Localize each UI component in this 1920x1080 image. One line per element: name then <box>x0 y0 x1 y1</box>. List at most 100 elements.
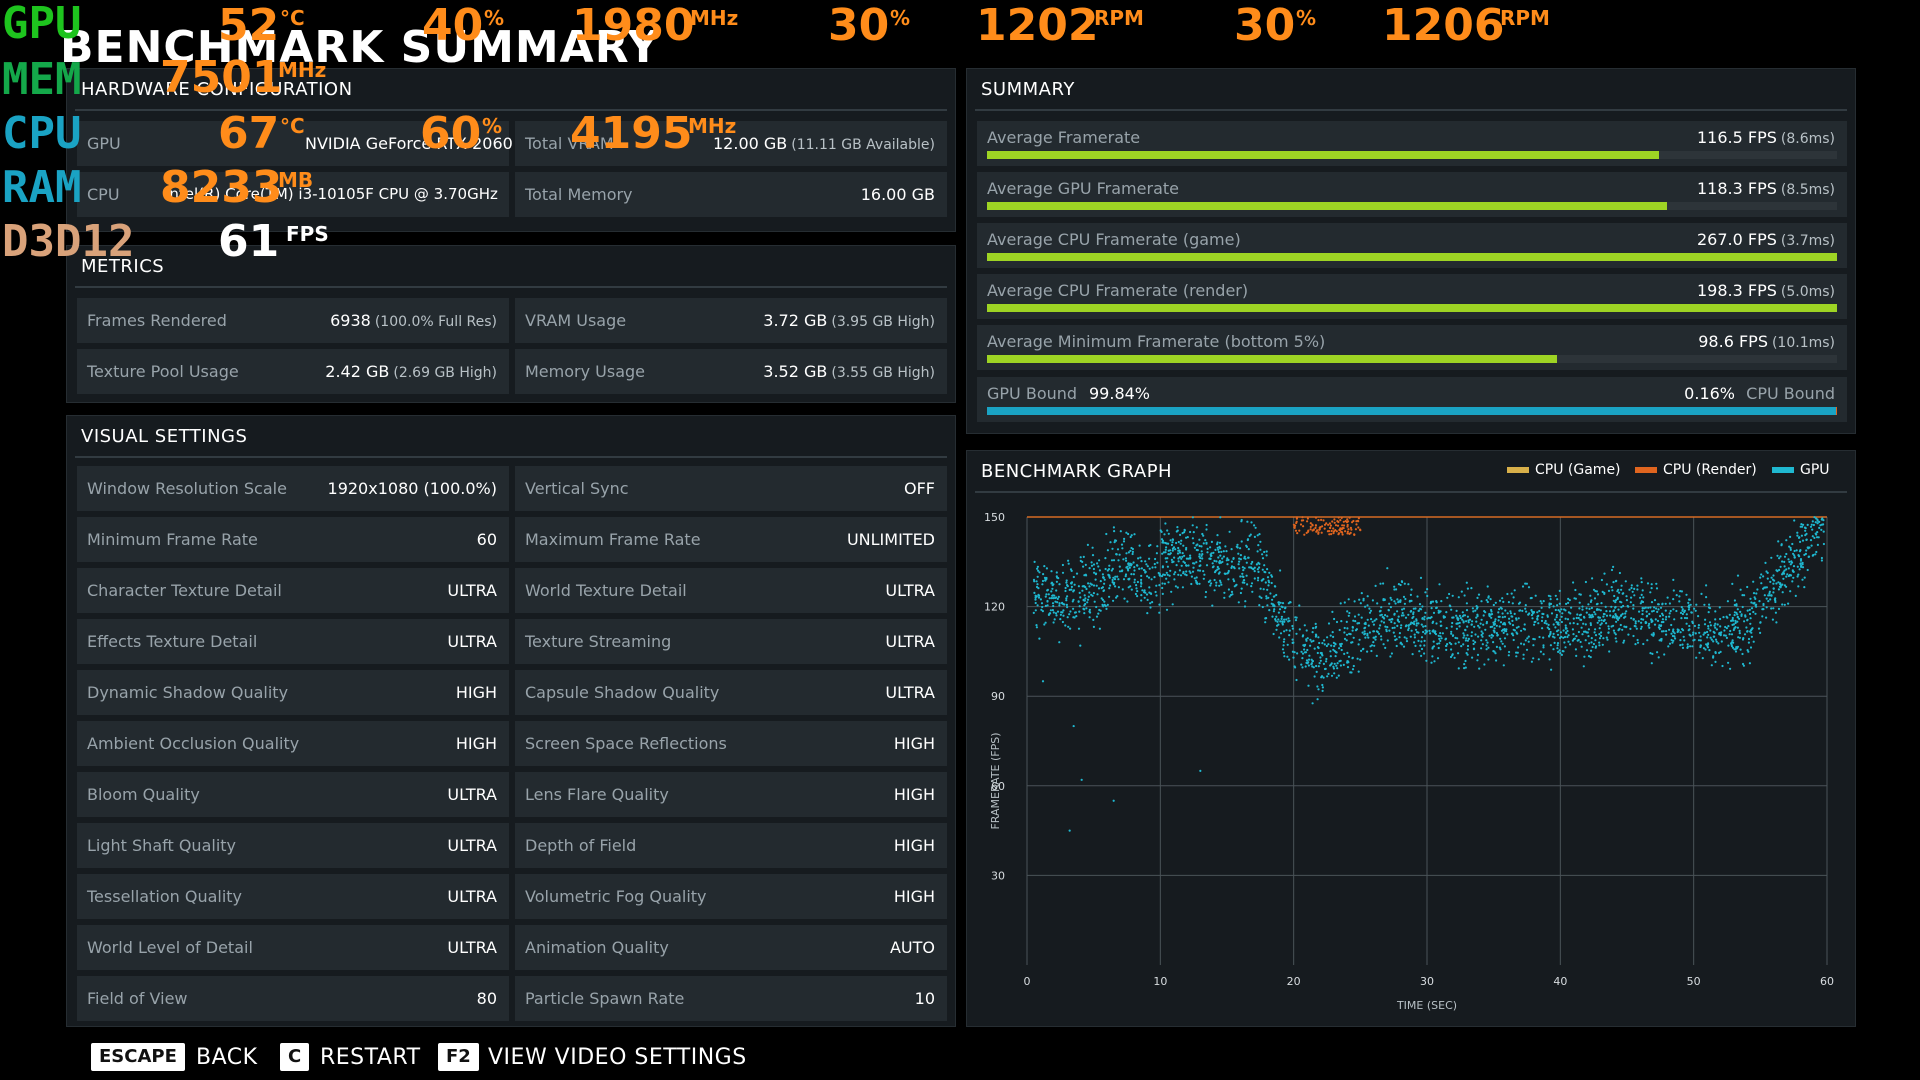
gpu-point <box>1072 724 1075 728</box>
gpu-point <box>1363 630 1366 633</box>
gpu-point <box>1616 597 1619 601</box>
gpu-point <box>1090 583 1093 586</box>
restart-button[interactable]: RESTART <box>320 1045 421 1070</box>
gpu-point <box>1536 611 1539 614</box>
view-video-settings-button[interactable]: VIEW VIDEO SETTINGS <box>488 1045 747 1070</box>
gpu-point <box>1384 614 1387 617</box>
gpu-point <box>1321 689 1324 692</box>
gpu-point <box>1781 603 1784 606</box>
gpu-point <box>1596 593 1600 596</box>
gpu-point <box>1181 586 1184 589</box>
gpu-point <box>1250 585 1253 588</box>
gpu-point <box>1509 612 1512 615</box>
gpu-point <box>1098 569 1101 572</box>
setting-cell[interactable]: Animation Quality AUTO <box>515 925 947 970</box>
gpu-point <box>1385 630 1388 633</box>
x-tick-label: 60 <box>1820 975 1834 988</box>
setting-cell[interactable]: Light Shaft Quality ULTRA <box>77 823 509 868</box>
gpu-point <box>1801 566 1805 569</box>
gpu-point <box>1474 641 1477 644</box>
gpu-point <box>1765 616 1768 619</box>
setting-cell[interactable]: Bloom Quality ULTRA <box>77 772 509 817</box>
setting-cell[interactable]: Depth of Field HIGH <box>515 823 947 868</box>
gpu-point <box>1612 581 1615 584</box>
gpu-point <box>1661 618 1664 621</box>
cpu-render-point <box>1334 524 1338 527</box>
gpu-point <box>1033 560 1036 563</box>
gpu-point <box>1032 578 1036 581</box>
gpu-point <box>1134 592 1137 596</box>
gpu-point <box>1180 557 1183 560</box>
gpu-point <box>1305 639 1308 642</box>
back-button[interactable]: BACK <box>196 1045 258 1070</box>
setting-cell[interactable]: Window Resolution Scale 1920x1080 (100.0%… <box>77 466 509 511</box>
setting-cell[interactable]: Vertical Sync OFF <box>515 466 947 511</box>
setting-cell[interactable]: Maximum Frame Rate UNLIMITED <box>515 517 947 562</box>
setting-value: ULTRA <box>885 632 935 651</box>
c-key[interactable]: C <box>280 1043 310 1071</box>
hw-cpu-label: CPU <box>87 185 120 204</box>
gpu-point <box>1230 590 1234 593</box>
gpu-point <box>1195 561 1198 564</box>
setting-cell[interactable]: Texture Streaming ULTRA <box>515 619 947 664</box>
setting-cell[interactable]: World Texture Detail ULTRA <box>515 568 947 613</box>
setting-cell[interactable]: Volumetric Fog Quality HIGH <box>515 874 947 919</box>
gpu-point <box>1438 637 1441 640</box>
gpu-point <box>1112 576 1115 579</box>
gpu-point <box>1738 629 1741 632</box>
gpu-point <box>1577 616 1580 620</box>
page-title: BENCHMARK SUMMARY <box>60 22 661 73</box>
gpu-point <box>1315 625 1318 628</box>
gpu-point <box>1631 590 1634 593</box>
gpu-point <box>1216 543 1219 546</box>
gpu-point <box>1053 594 1056 597</box>
setting-cell[interactable]: Capsule Shadow Quality ULTRA <box>515 670 947 715</box>
gpu-point <box>1736 574 1740 577</box>
gpu-point <box>1155 594 1158 597</box>
gpu-point <box>1171 603 1174 606</box>
gpu-point <box>1524 639 1527 642</box>
escape-key[interactable]: ESCAPE <box>91 1043 185 1071</box>
f2-key[interactable]: F2 <box>438 1043 479 1071</box>
setting-cell[interactable]: World Level of Detail ULTRA <box>77 925 509 970</box>
overlay-cpu-load-unit: % <box>482 114 503 138</box>
gpu-point <box>1283 620 1286 623</box>
gpu-point <box>1445 644 1448 647</box>
setting-cell[interactable]: Character Texture Detail ULTRA <box>77 568 509 613</box>
cpu-render-point <box>1337 516 1340 519</box>
setting-cell[interactable]: Screen Space Reflections HIGH <box>515 721 947 766</box>
summary-bar-track <box>987 253 1837 261</box>
gpu-point <box>1132 573 1135 576</box>
setting-cell[interactable]: Field of View 80 <box>77 976 509 1021</box>
gpu-point <box>1088 616 1091 619</box>
setting-cell[interactable]: Particle Spawn Rate 10 <box>515 976 947 1021</box>
gpu-point <box>1508 650 1511 654</box>
setting-cell[interactable]: Lens Flare Quality HIGH <box>515 772 947 817</box>
gpu-point <box>1795 549 1798 552</box>
gpu-point <box>1276 620 1279 623</box>
gpu-point <box>1404 625 1407 628</box>
gpu-point <box>1069 627 1072 630</box>
gpu-point <box>1434 633 1438 636</box>
gpu-point <box>1206 551 1209 554</box>
setting-cell[interactable]: Dynamic Shadow Quality HIGH <box>77 670 509 715</box>
gpu-point <box>1625 595 1628 598</box>
gpu-point <box>1272 604 1275 607</box>
gpu-point <box>1567 640 1570 643</box>
setting-cell[interactable]: Tessellation Quality ULTRA <box>77 874 509 919</box>
gpu-point <box>1645 615 1648 618</box>
gpu-point <box>1752 602 1756 605</box>
gpu-point <box>1217 567 1220 570</box>
gpu-point <box>1157 571 1160 575</box>
gpu-point <box>1651 652 1654 655</box>
setting-cell[interactable]: Ambient Occlusion Quality HIGH <box>77 721 509 766</box>
gpu-point <box>1458 625 1461 628</box>
gpu-point <box>1556 633 1560 636</box>
gpu-point <box>1278 603 1281 606</box>
gpu-point <box>1639 627 1643 630</box>
setting-cell[interactable]: Effects Texture Detail ULTRA <box>77 619 509 664</box>
gpu-point <box>1256 568 1259 571</box>
gpu-point <box>1208 557 1211 560</box>
setting-cell[interactable]: Minimum Frame Rate 60 <box>77 517 509 562</box>
gpu-point <box>1122 578 1126 581</box>
